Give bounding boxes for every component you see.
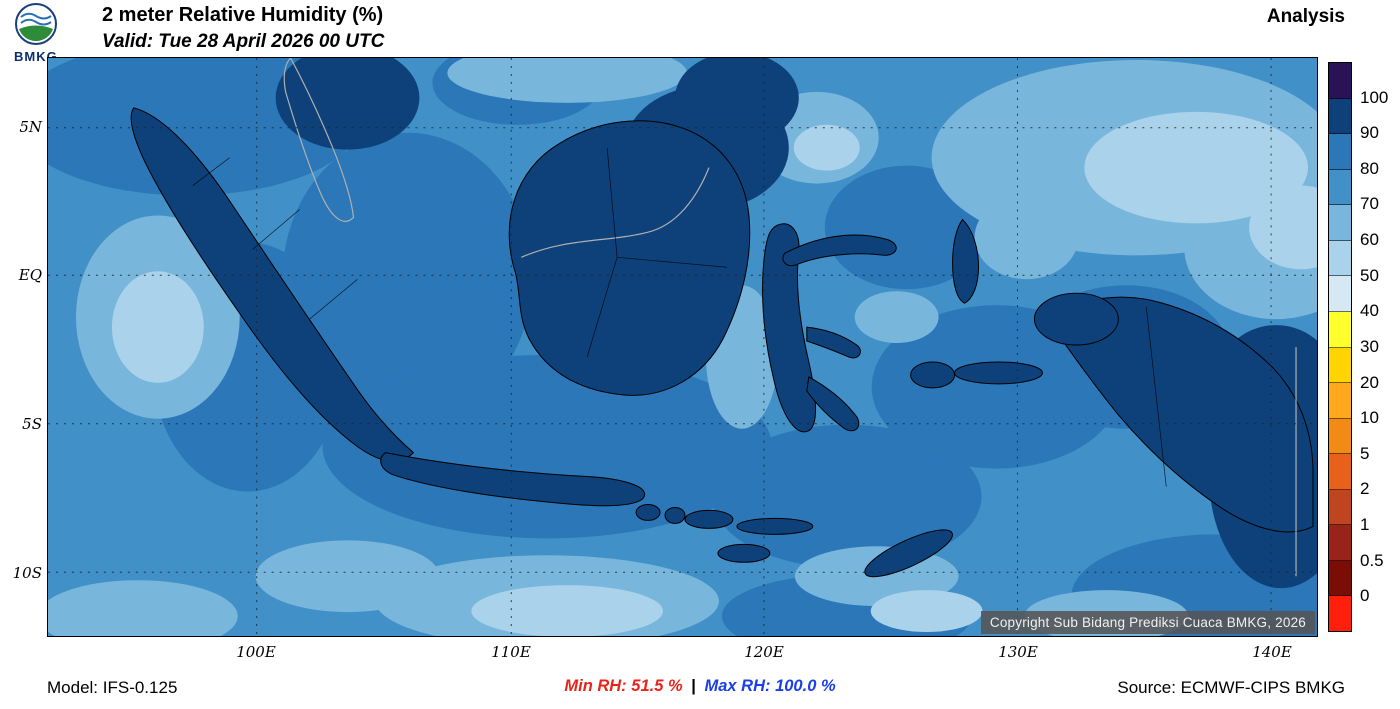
seram-landmass	[954, 361, 1043, 385]
colorbar-label-40: 40	[1360, 301, 1379, 320]
min-rh-label: Min RH:	[564, 677, 627, 695]
colorbar-segment	[1329, 276, 1351, 312]
colorbar-label-10: 10	[1360, 408, 1379, 427]
colorbar-label-70: 70	[1360, 194, 1379, 213]
colorbar-segment	[1329, 347, 1351, 384]
minmax-separator: |	[691, 677, 696, 695]
colorbar-label-80: 80	[1360, 159, 1379, 178]
copyright-badge: Copyright Sub Bidang Prediksi Cuaca BMKG…	[980, 611, 1315, 634]
model-label: Model: IFS-0.125	[47, 678, 178, 697]
max-rh-value: 100.0 %	[775, 677, 836, 695]
foreign-border-group	[283, 58, 1297, 577]
colorbar-segment	[1329, 98, 1351, 135]
borneo-landmass	[508, 120, 751, 396]
colorbar-segment	[1329, 383, 1351, 419]
x-tick-100e: 100E	[236, 643, 276, 661]
min-rh-value: 51.5 %	[631, 677, 683, 695]
colorbar-label-50: 50	[1360, 266, 1379, 285]
source-label: Source: ECMWF-CIPS BMKG	[1117, 678, 1345, 697]
colorbar-label-60: 60	[1360, 230, 1379, 249]
colorbar-label-30: 30	[1360, 337, 1379, 356]
colorbar-segment	[1329, 311, 1351, 348]
valid-time-label: Valid: Tue 28 April 2026 00 UTC	[102, 31, 385, 52]
colorbar-label-0: 0	[1360, 586, 1370, 605]
x-tick-130e: 130E	[998, 643, 1038, 661]
colorbar-label-90: 90	[1360, 123, 1379, 142]
y-tick-eq: EQ	[18, 266, 42, 284]
papua-birdshead-landmass	[1033, 292, 1119, 346]
analysis-mode-label: Analysis	[1266, 6, 1345, 27]
colorbar-label-2: 2	[1360, 479, 1370, 498]
x-tick-140e: 140E	[1252, 643, 1292, 661]
colorbar-segment	[1329, 454, 1351, 490]
java-landmass	[380, 452, 646, 507]
sulawesi-north-arm	[782, 234, 897, 267]
sulawesi-southeast-arm	[806, 376, 860, 432]
malaysia-borneo-border	[521, 167, 710, 258]
timor-landmass	[864, 529, 953, 578]
colorbar-segment	[1329, 525, 1351, 561]
malay-peninsula-coast	[283, 58, 355, 222]
x-tick-110e: 110E	[491, 643, 531, 661]
page-title: 2 meter Relative Humidity (%)	[102, 4, 384, 26]
colorbar-segment	[1329, 205, 1351, 241]
colorbar-segment	[1329, 240, 1351, 277]
flores-landmass	[736, 517, 814, 535]
colorbar-segment	[1329, 169, 1351, 206]
sulawesi-landmass	[762, 223, 817, 433]
bmkg-logo-icon	[15, 3, 57, 45]
colorbar-segment	[1329, 418, 1351, 455]
y-tick-5s: 5S	[22, 415, 42, 433]
colorbar-segment	[1329, 560, 1351, 597]
colorbar-segment	[1329, 134, 1351, 170]
humidity-colorbar	[1328, 62, 1352, 632]
halmahera-landmass	[952, 218, 980, 304]
sea-region-50-60	[111, 111, 1317, 636]
x-tick-120e: 120E	[744, 643, 784, 661]
max-rh-label: Max RH:	[704, 677, 771, 695]
colorbar-label-20: 20	[1360, 373, 1379, 392]
bali-landmass	[635, 503, 661, 521]
bmkg-logo: BMKG	[14, 2, 96, 64]
colorbar-segment	[1329, 489, 1351, 526]
colorbar-segment	[1329, 596, 1351, 631]
province-border-group	[192, 147, 1167, 487]
sulawesi-east-arm	[806, 326, 861, 359]
minmax-readout: Min RH: 51.5 % | Max RH: 100.0 %	[0, 677, 1400, 696]
sumbawa-landmass	[684, 509, 734, 529]
colorbar-label-1: 1	[1360, 515, 1370, 534]
lombok-landmass	[664, 506, 686, 524]
y-tick-10s: 10S	[12, 564, 42, 582]
bmkg-logo-text: BMKG	[14, 49, 58, 64]
map-canvas: Copyright Sub Bidang Prediksi Cuaca BMKG…	[47, 57, 1318, 637]
y-tick-5n: 5N	[19, 118, 42, 136]
colorbar-label-5: 5	[1360, 444, 1370, 463]
colorbar-segment	[1329, 63, 1351, 99]
buru-landmass	[910, 361, 956, 389]
humidity-field-map	[48, 58, 1317, 636]
colorbar-label-0p5: 0.5	[1360, 551, 1384, 570]
papua-landmass	[1047, 296, 1314, 533]
sumba-landmass	[717, 543, 771, 563]
graticule	[48, 58, 1317, 636]
colorbar-label-100: 100	[1360, 88, 1389, 107]
